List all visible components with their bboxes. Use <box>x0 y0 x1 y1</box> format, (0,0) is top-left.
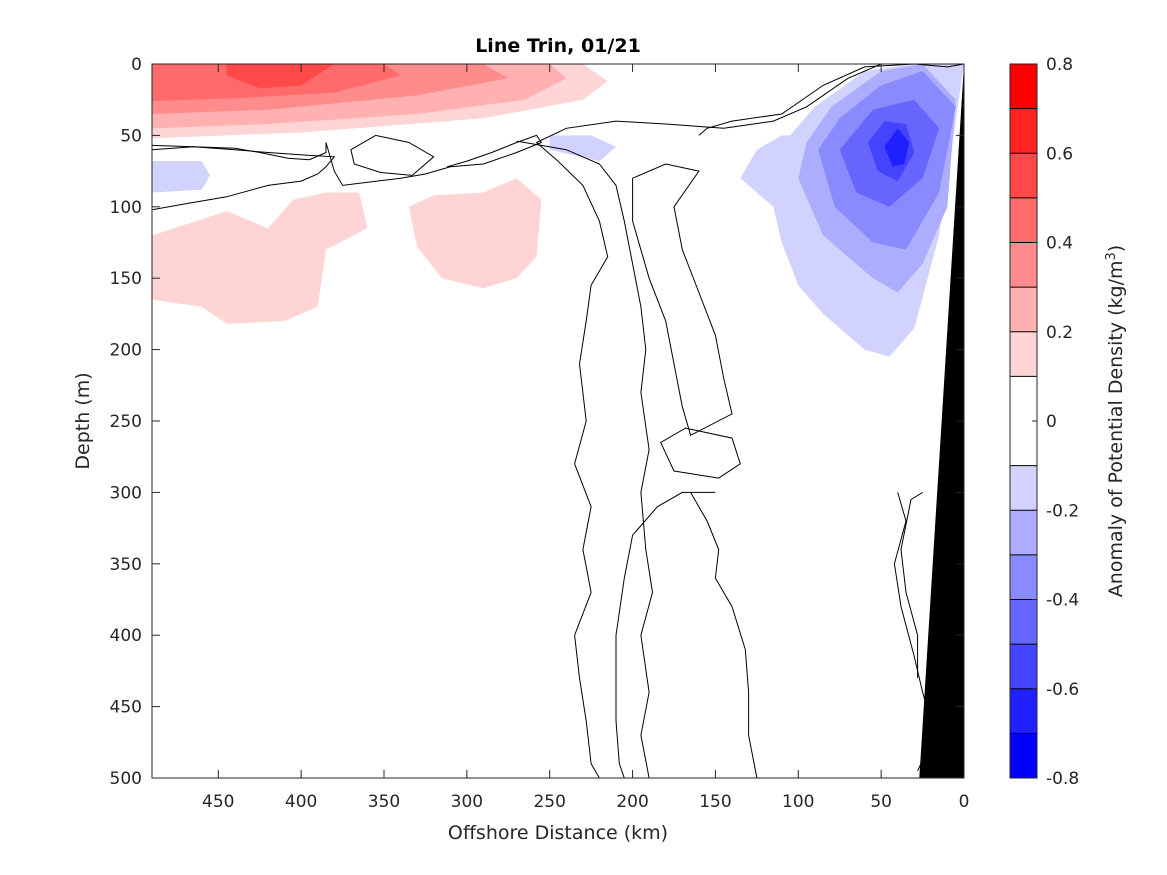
zero-contour-1 <box>350 134 435 176</box>
colorbar-segment <box>1010 510 1037 555</box>
colorbar-segment <box>1010 287 1037 332</box>
colorbar-label: Anomaly of Potential Density (kg/m3) <box>1104 245 1128 597</box>
colorbar-label-superscript: 3 <box>1104 252 1119 260</box>
x-tick-label: 100 <box>782 792 814 812</box>
colorbar-segment <box>1010 465 1037 511</box>
colorbar-tick-label: 0.4 <box>1046 234 1073 254</box>
land-mask <box>919 64 964 778</box>
colorbar-label-suffix: ) <box>1105 245 1127 252</box>
x-tick-label: 300 <box>451 792 483 812</box>
y-tick-label: 100 <box>110 198 142 218</box>
plot-area <box>151 63 965 779</box>
colorbar-segment <box>1010 197 1037 243</box>
y-tick-label: 250 <box>110 412 142 432</box>
contour-region-5 <box>152 192 368 324</box>
y-tick-label: 500 <box>110 769 142 789</box>
zero-contour-2 <box>152 144 336 211</box>
contour-region-4 <box>226 64 335 89</box>
colorbar-tick-label: -0.6 <box>1046 680 1079 700</box>
zero-contour-lines <box>152 64 964 778</box>
colorbar-segment <box>1010 64 1037 109</box>
x-axis-ticks: 450 400 350 300 250 200 150 100 50 0 <box>202 64 969 812</box>
x-tick-label: 200 <box>616 792 648 812</box>
colorbar-segment <box>1010 108 1037 154</box>
y-tick-label: 50 <box>120 126 142 146</box>
contour-region-14 <box>884 128 910 167</box>
x-tick-label: 250 <box>533 792 565 812</box>
colorbar-tick-label: 0.2 <box>1046 323 1073 343</box>
zero-contour-0 <box>152 134 543 186</box>
colorbar-tick-label: 0.8 <box>1046 55 1073 75</box>
colorbar-tick-label: 0 <box>1046 412 1057 432</box>
zero-contour-8 <box>690 492 758 778</box>
colorbar-segment <box>1010 242 1037 288</box>
colorbar-segment <box>1010 688 1037 734</box>
colorbar: 0.8 0.6 0.4 0.2 0 -0.2 -0.4 -0.6 -0.8 <box>1009 55 1079 789</box>
contour-region-7 <box>152 161 210 193</box>
colorbar-tick-label: 0.6 <box>1046 144 1073 164</box>
contour-region-8 <box>549 135 616 162</box>
colorbar-label-prefix: Anomaly of Potential Density (kg/m <box>1105 261 1127 598</box>
y-tick-label: 300 <box>110 483 142 503</box>
colorbar-tick-label: -0.8 <box>1046 769 1079 789</box>
filled-contours <box>152 64 964 357</box>
zero-contour-6 <box>660 427 741 479</box>
x-axis-label: Offshore Distance (km) <box>448 822 668 844</box>
contour-region-6 <box>408 178 542 289</box>
zero-contour-7 <box>615 491 716 778</box>
colorbar-segment <box>1010 644 1037 689</box>
colorbar-segment <box>1010 331 1037 377</box>
x-tick-label: 50 <box>870 792 892 812</box>
y-axis-ticks: 0 50 100 150 200 250 300 350 400 450 500 <box>110 55 964 789</box>
y-tick-label: 400 <box>110 626 142 646</box>
y-tick-label: 350 <box>110 555 142 575</box>
zero-contour-9 <box>698 64 964 136</box>
zero-contour-5 <box>632 163 733 437</box>
y-tick-label: 450 <box>110 698 142 718</box>
colorbar-segment <box>1010 153 1037 198</box>
y-axis-label: Depth (m) <box>72 372 94 469</box>
x-tick-label: 150 <box>699 792 731 812</box>
x-tick-label: 0 <box>959 792 970 812</box>
colorbar-tick-label: -0.4 <box>1046 591 1079 611</box>
zero-contour-4 <box>516 140 654 778</box>
x-tick-label: 350 <box>368 792 400 812</box>
zero-contour-11 <box>900 491 923 678</box>
colorbar-segment <box>1010 554 1037 600</box>
y-tick-label: 150 <box>110 269 142 289</box>
colorbar-segment <box>1010 599 1037 645</box>
zero-contour-3 <box>535 64 882 778</box>
colorbar-segment <box>1010 733 1037 778</box>
x-tick-label: 450 <box>202 792 234 812</box>
chart-title: Line Trin, 01/21 <box>475 35 641 57</box>
y-tick-label: 200 <box>110 341 142 361</box>
y-tick-label: 0 <box>131 55 142 75</box>
colorbar-tick-label: -0.2 <box>1046 501 1079 521</box>
x-tick-label: 400 <box>285 792 317 812</box>
